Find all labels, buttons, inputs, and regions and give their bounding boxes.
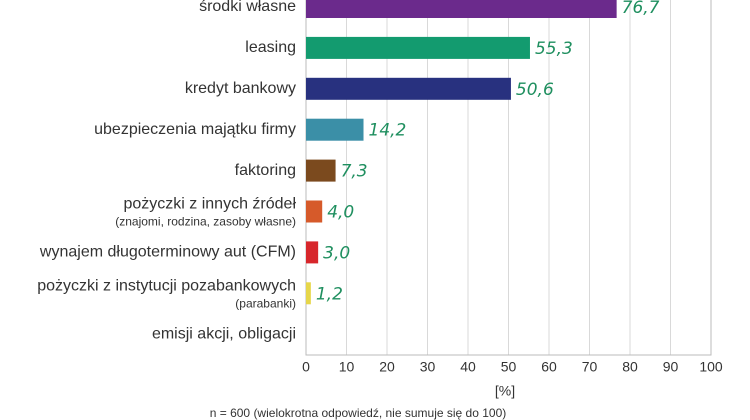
x-tick-label: 40 <box>460 359 476 375</box>
x-tick-label: 50 <box>501 359 517 375</box>
x-tick-label: 10 <box>339 359 355 375</box>
category-label: środki własne <box>199 0 296 15</box>
category-label: emisji akcji, obligacji <box>152 325 296 342</box>
category-sublabel: (parabanki) <box>235 296 296 310</box>
bar <box>306 200 323 223</box>
category-label: faktoring <box>235 162 296 179</box>
x-tick-label: 90 <box>663 359 679 375</box>
category-label: ubezpieczenia majątku firmy <box>94 121 296 138</box>
x-axis-label: [%] <box>495 383 515 399</box>
bar <box>306 282 311 305</box>
category-sublabel: (znajomi, rodzina, zasoby własne) <box>115 215 296 229</box>
bar <box>306 0 617 18</box>
category-label: wynajem długoterminowy aut (CFM) <box>39 244 296 261</box>
category-label: kredyt bankowy <box>185 80 296 97</box>
x-tick-label: 0 <box>302 359 310 375</box>
x-tick-label: 30 <box>420 359 436 375</box>
category-label: leasing <box>245 39 296 56</box>
bar <box>306 118 364 141</box>
footnote: n = 600 (wielokrotna odpowiedź, nie sumu… <box>210 406 507 420</box>
value-label: 1,2 <box>316 284 343 304</box>
x-tick-label: 60 <box>541 359 557 375</box>
value-label: 14,2 <box>369 121 407 141</box>
bar <box>306 36 530 59</box>
x-tick-label: 20 <box>379 359 395 375</box>
x-tick-label: 80 <box>622 359 638 375</box>
x-tick-label: 100 <box>699 359 723 375</box>
value-label: 7,3 <box>341 162 368 182</box>
value-label: 55,3 <box>535 39 573 59</box>
category-label: pożyczki z instytucji pozabankowych <box>37 278 296 295</box>
category-label: pożyczki z innych źródeł <box>123 196 296 213</box>
value-label: 76,7 <box>622 0 660 18</box>
bar <box>306 241 319 264</box>
bar <box>306 159 336 182</box>
x-tick-label: 70 <box>582 359 598 375</box>
value-label: 3,0 <box>323 243 350 263</box>
bar <box>306 77 511 100</box>
value-label: 50,6 <box>516 80 554 100</box>
value-label: 4,0 <box>327 203 354 223</box>
